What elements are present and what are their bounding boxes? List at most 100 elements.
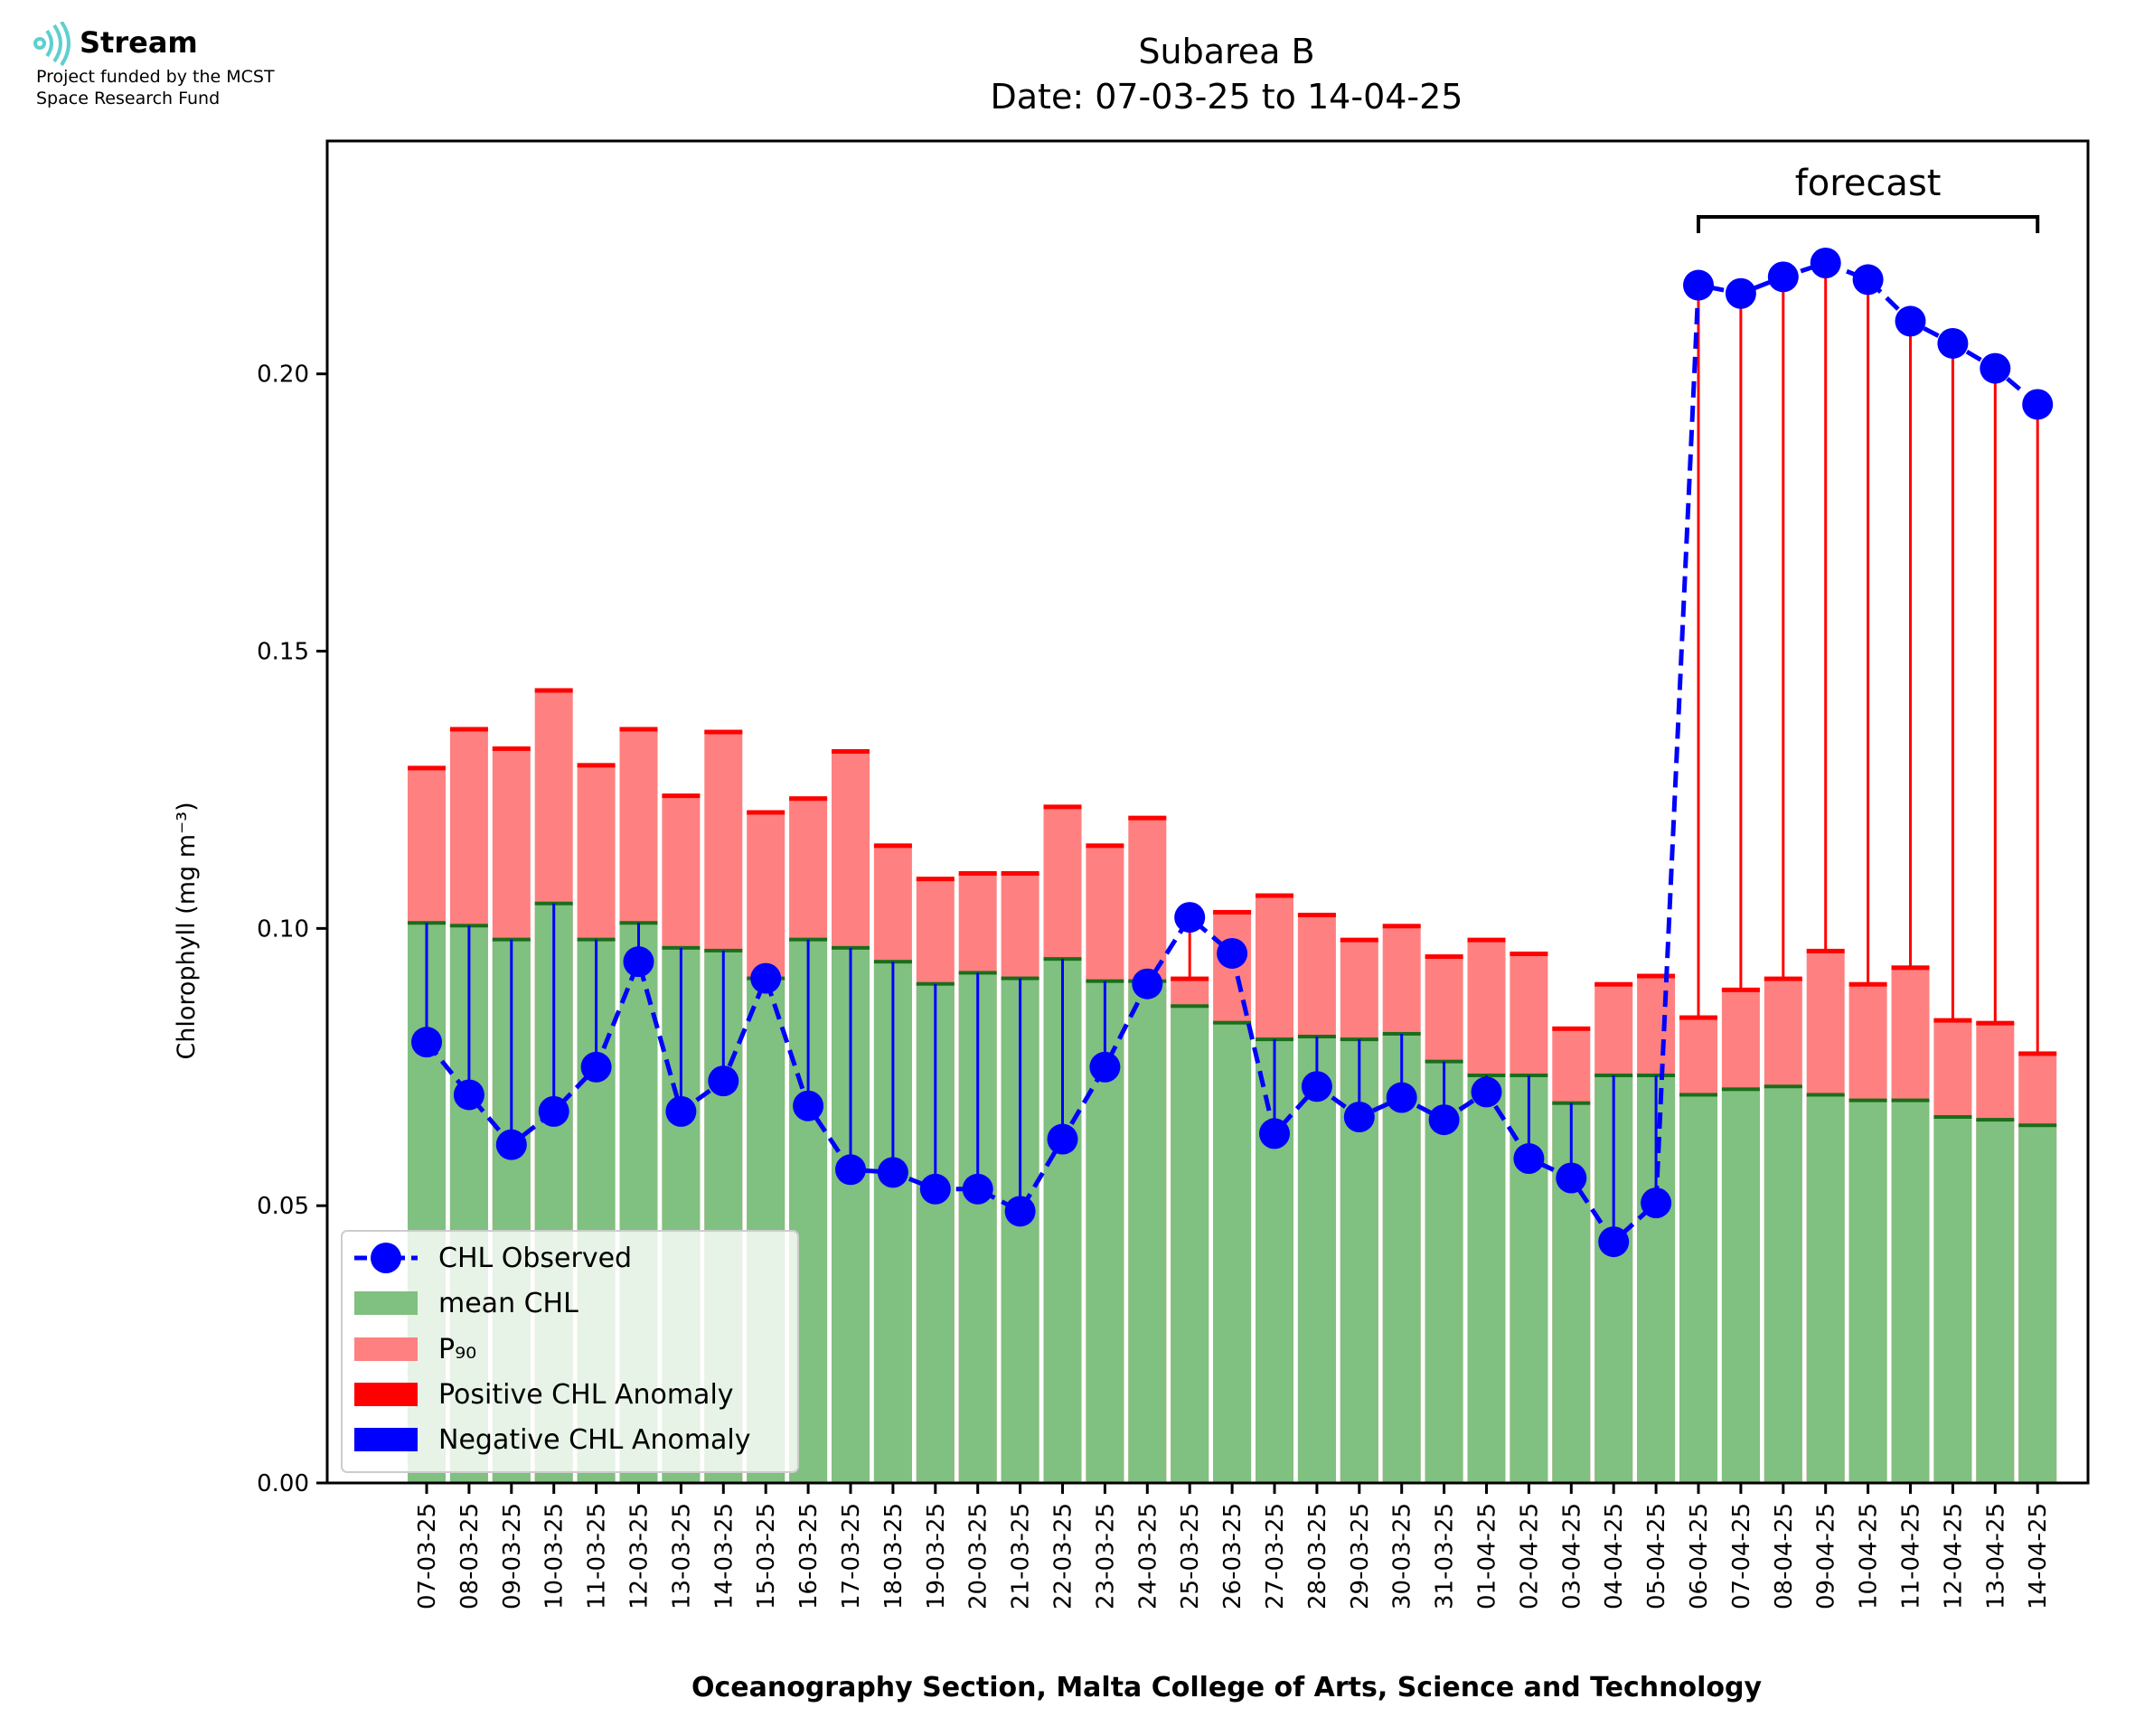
x-tick-label: 17-03-25	[838, 1503, 865, 1609]
observed-point	[962, 1173, 993, 1205]
x-tick-label: 30-03-25	[1389, 1503, 1416, 1609]
observed-point	[1386, 1082, 1417, 1113]
plot-frame	[325, 139, 2090, 1485]
observed-point	[1980, 352, 2011, 384]
x-tick-label: 12-04-25	[1940, 1503, 1967, 1609]
p90-cap	[1594, 981, 1633, 987]
x-tick-label: 09-03-25	[499, 1503, 526, 1609]
chart-subtitle: Date: 07-03-25 to 14-04-25	[991, 77, 1463, 117]
observed-point	[538, 1095, 569, 1127]
mean-cap	[1213, 1020, 1252, 1025]
x-tick-label: 21-03-25	[1008, 1503, 1035, 1609]
anomaly-layer	[425, 256, 2039, 1243]
observed-point	[1471, 1076, 1502, 1108]
x-tick-label: 05-04-25	[1643, 1503, 1670, 1609]
x-tick-label: 09-04-25	[1813, 1503, 1840, 1609]
legend-label: Positive CHL Anomaly	[438, 1379, 734, 1411]
forecast-annotation: forecast	[1697, 163, 2040, 233]
p90-cap	[1340, 937, 1378, 943]
y-tick-label: 0.10	[257, 915, 309, 943]
legend-mean-swatch	[354, 1291, 418, 1315]
observed-point	[1217, 937, 1248, 969]
mean-bar	[1467, 1074, 1506, 1483]
p90-cap	[1976, 1020, 2015, 1026]
x-tick-label: 29-03-25	[1347, 1503, 1374, 1609]
p90-cap	[1001, 871, 1039, 876]
mean-cap	[1891, 1098, 1930, 1103]
chart-title: Subarea B	[1138, 32, 1314, 71]
mean-bar	[1679, 1094, 1717, 1483]
legend-observed-marker	[371, 1243, 401, 1273]
p90-cap	[1043, 804, 1082, 810]
legend: CHL Observed mean CHL P₉₀ Positive CHL Anom…	[341, 1230, 799, 1473]
x-tick-label: 31-03-25	[1432, 1503, 1459, 1609]
observed-point	[495, 1129, 527, 1160]
observed-layer	[411, 248, 2054, 1258]
legend-label: CHL Observed	[438, 1243, 632, 1274]
observed-point	[919, 1173, 951, 1205]
x-tick-label: 07-03-25	[414, 1503, 441, 1609]
mean-bar	[1806, 1094, 1845, 1483]
p90-cap	[704, 729, 743, 735]
p90-cap	[1552, 1026, 1591, 1031]
observed-point	[411, 1027, 442, 1058]
mean-bar	[1171, 1006, 1209, 1483]
mean-bar	[1721, 1089, 1760, 1483]
p90-cap	[916, 877, 955, 882]
x-tick-label: 23-03-25	[1092, 1503, 1119, 1609]
p90-cap	[492, 746, 531, 751]
p90-cap	[1679, 1015, 1717, 1020]
legend-label: mean CHL	[438, 1288, 578, 1319]
x-tick-label: 14-04-25	[2025, 1503, 2052, 1609]
observed-point	[1301, 1071, 1332, 1103]
x-tick-label: 06-04-25	[1686, 1503, 1713, 1609]
mean-cap	[1171, 1004, 1209, 1009]
p90-cap	[619, 727, 658, 732]
mean-cap	[1933, 1115, 1972, 1119]
x-tick-label: 20-03-25	[965, 1503, 992, 1609]
legend-box	[341, 1230, 799, 1473]
p90-cap	[1171, 976, 1209, 981]
observed-point	[1259, 1118, 1290, 1150]
observed-point	[1132, 968, 1163, 999]
x-tick-label: 28-03-25	[1304, 1503, 1331, 1609]
observed-point	[580, 1051, 612, 1083]
x-tick-label: 08-03-25	[456, 1503, 484, 1609]
mean-cap	[1721, 1087, 1760, 1092]
observed-point	[793, 1090, 824, 1121]
logo-brand: Stream	[80, 25, 198, 60]
observed-point	[1174, 902, 1206, 934]
mean-cap	[1764, 1084, 1802, 1089]
x-tick-label: 14-03-25	[710, 1503, 738, 1609]
observed-point	[1004, 1196, 1036, 1227]
observed-point	[623, 946, 654, 978]
legend-p90-swatch	[354, 1337, 418, 1361]
p90-cap	[662, 793, 701, 799]
stream-waves-icon	[33, 22, 71, 67]
observed-point	[665, 1095, 697, 1127]
p90-cap	[1382, 924, 1421, 929]
p90-cap	[1256, 893, 1293, 898]
p90-cap	[1848, 981, 1887, 987]
observed-point	[835, 1154, 866, 1186]
p90-cap	[832, 749, 870, 754]
x-tick-label: 03-04-25	[1558, 1503, 1585, 1609]
x-tick-label: 11-04-25	[1898, 1503, 1925, 1609]
observed-point	[1641, 1187, 1672, 1219]
observed-point	[1598, 1226, 1630, 1258]
x-tick-label: 08-04-25	[1771, 1503, 1798, 1609]
observed-point	[1937, 327, 1969, 359]
p90-cap	[789, 796, 828, 802]
mean-bar	[1848, 1100, 1887, 1483]
observed-point	[750, 962, 782, 994]
x-tick-label: 15-03-25	[753, 1503, 780, 1609]
mean-bar	[1297, 1037, 1336, 1483]
mean-bar	[1891, 1100, 1930, 1483]
p90-cap	[1806, 948, 1845, 953]
observed-point	[1810, 248, 1841, 278]
y-axis-label: Chlorophyll (mg m⁻³)	[173, 802, 201, 1059]
axes-layer: 0.00 0.05 0.10 0.15 0.20 07-03-25 08-03-25 09-0…	[257, 139, 2090, 1609]
p90-cap	[1086, 843, 1124, 849]
x-tick-label: 24-03-25	[1134, 1503, 1162, 1609]
